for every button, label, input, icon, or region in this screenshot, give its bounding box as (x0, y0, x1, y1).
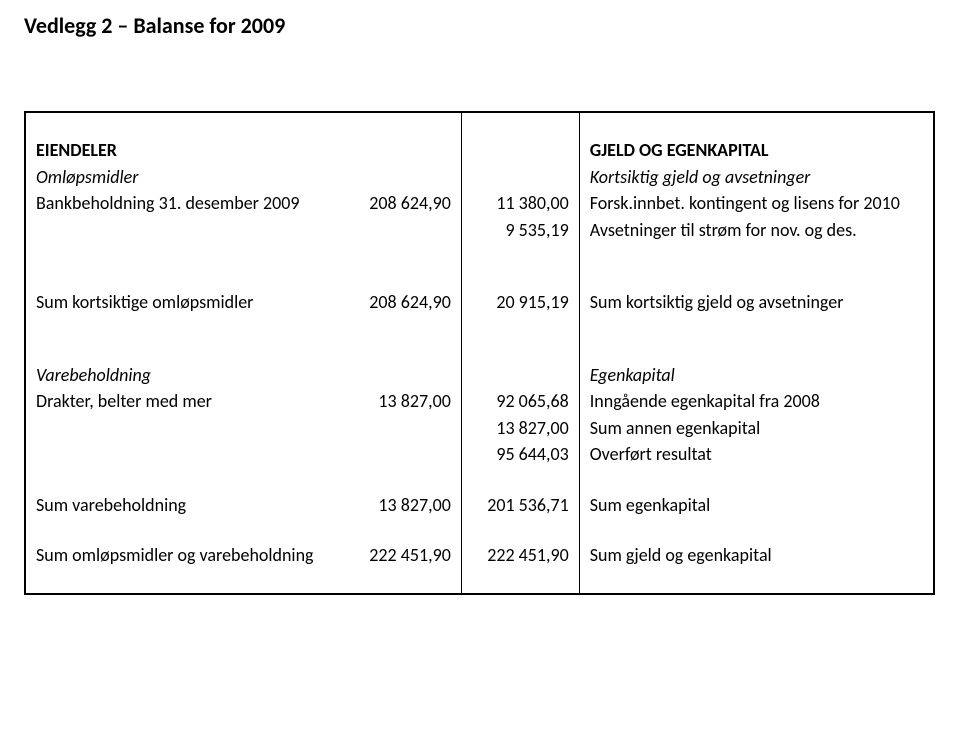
num-cell: 13 827,00 (343, 492, 461, 519)
num-cell: 222 451,90 (343, 542, 461, 569)
num-cell: 13 827,00 (461, 415, 579, 442)
right-sum1-label: Sum kortsiktig gjeld og avsetninger (579, 289, 933, 316)
num-cell: 92 065,68 (461, 388, 579, 415)
left-sum3-label: Sum omløpsmidler og varebeholdning (26, 542, 343, 569)
page-title: Vedlegg 2 – Balanse for 2009 (24, 12, 935, 39)
num-cell: 208 624,90 (343, 289, 461, 316)
left-row (26, 441, 343, 468)
left-section2-label: Varebeholdning (26, 362, 343, 389)
left-section1-label: Omløpsmidler (26, 164, 343, 191)
right-section1-label: Kortsiktig gjeld og avsetninger (579, 164, 933, 191)
left-row: Bankbeholdning 31. desember 2009 (26, 190, 343, 217)
right-row: Forsk.innbet. kontingent og lisens for 2… (579, 190, 933, 217)
balance-table: EIENDELER GJELD OG EGENKAPITAL Omløpsmid… (24, 111, 935, 595)
right-section2-label: Egenkapital (579, 362, 933, 389)
left-row (26, 217, 343, 244)
num-cell (343, 217, 461, 244)
num-cell: 13 827,00 (343, 388, 461, 415)
left-row: Drakter, belter med mer (26, 388, 343, 415)
left-sum1-label: Sum kortsiktige omløpsmidler (26, 289, 343, 316)
assets-header: EIENDELER (26, 137, 343, 164)
num-cell: 222 451,90 (461, 542, 579, 569)
num-cell: 20 915,19 (461, 289, 579, 316)
num-cell: 11 380,00 (461, 190, 579, 217)
num-cell: 95 644,03 (461, 441, 579, 468)
liabilities-header: GJELD OG EGENKAPITAL (579, 137, 933, 164)
num-cell: 9 535,19 (461, 217, 579, 244)
num-cell: 201 536,71 (461, 492, 579, 519)
right-row: Inngående egenkapital fra 2008 (579, 388, 933, 415)
num-cell: 208 624,90 (343, 190, 461, 217)
right-row: Overført resultat (579, 441, 933, 468)
left-sum2-label: Sum varebeholdning (26, 492, 343, 519)
right-sum3-label: Sum gjeld og egenkapital (579, 542, 933, 569)
right-sum2-label: Sum egenkapital (579, 492, 933, 519)
right-row: Avsetninger til strøm for nov. og des. (579, 217, 933, 244)
left-row (26, 415, 343, 442)
right-row: Sum annen egenkapital (579, 415, 933, 442)
num-cell (343, 415, 461, 442)
num-cell (343, 441, 461, 468)
